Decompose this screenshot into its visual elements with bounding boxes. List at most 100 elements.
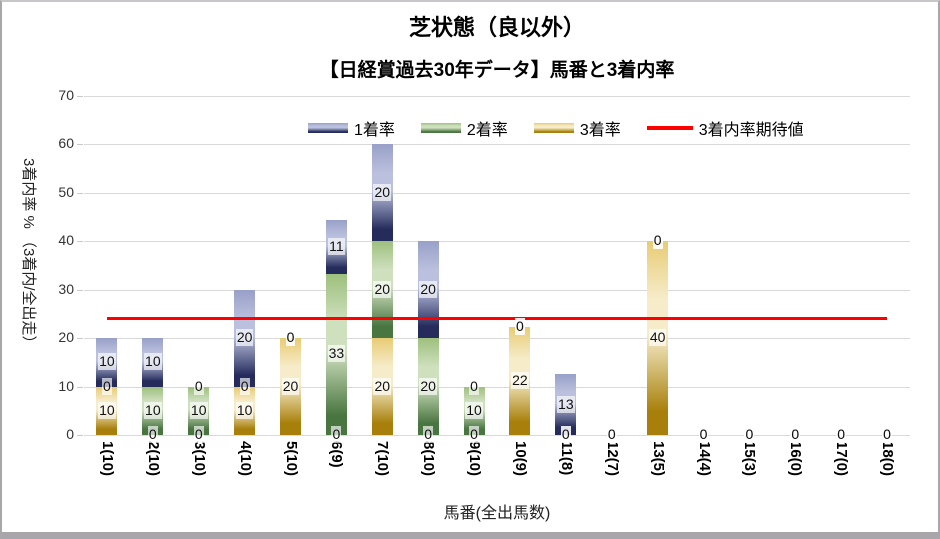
data-label-win: 0 — [775, 426, 815, 443]
legend-label-third-rate: 3着率 — [579, 122, 621, 139]
gridline — [84, 435, 910, 436]
y-tick-mark — [77, 338, 83, 339]
data-label-text: 22 — [511, 372, 529, 390]
data-label-win: 0 — [454, 377, 494, 395]
y-tick-mark — [77, 96, 83, 97]
data-label-win: 10 — [87, 353, 127, 371]
legend-label-expected-line: 3着内率期待値 — [698, 122, 804, 139]
x-category-label: 1(10) — [98, 441, 116, 477]
x-category-label: 18(0) — [879, 441, 897, 477]
data-label-text: 0 — [331, 426, 342, 443]
data-label-text: 10 — [189, 401, 208, 419]
chart-title: 芝状態（良以外） — [408, 15, 585, 40]
second-rate-swatch — [420, 123, 461, 133]
data-label-text: 0 — [882, 426, 892, 443]
data-label-third: 0 — [179, 426, 219, 443]
expected-line-swatch — [646, 126, 693, 130]
third-rate-swatch — [533, 123, 574, 133]
y-tick-mark — [77, 290, 83, 291]
legend-item-expected-line: 3着内率期待値 — [646, 116, 804, 140]
data-label-text: 20 — [419, 280, 437, 298]
y-tick-label: 40 — [58, 232, 74, 248]
data-label-text: 0 — [744, 426, 755, 443]
data-label-win: 11 — [316, 237, 356, 255]
data-label-win: 0 — [821, 426, 861, 443]
data-label-third: 20 — [271, 377, 311, 395]
y-tick-label: 20 — [58, 329, 74, 345]
data-label-text: 20 — [373, 183, 392, 201]
data-label-second: 0 — [225, 377, 265, 395]
data-label-text: 33 — [327, 345, 346, 363]
data-label-text: 0 — [147, 426, 158, 443]
legend: 1着率 2着率 3着率 3着内率期待値 — [308, 116, 804, 140]
data-label-text: 10 — [144, 401, 162, 419]
data-label-second: 20 — [408, 377, 448, 395]
data-label-text: 20 — [281, 377, 300, 395]
x-category-label: 5(10) — [282, 441, 300, 477]
gridline — [84, 144, 910, 145]
x-category-label: 9(10) — [466, 441, 484, 477]
y-tick-mark — [77, 193, 83, 194]
data-label-text: 11 — [328, 237, 345, 255]
data-label-second: 10 — [179, 401, 219, 419]
data-label-text: 10 — [98, 401, 116, 419]
x-category-label: 7(10) — [374, 441, 392, 477]
window-edge-strip — [2, 532, 940, 539]
gridline — [84, 96, 910, 97]
data-label-text: 0 — [652, 232, 663, 250]
data-label-text: 10 — [235, 401, 254, 419]
data-label-third: 0 — [454, 426, 494, 443]
x-category-label: 13(5) — [649, 441, 667, 477]
data-label-text: 0 — [790, 426, 801, 443]
data-label-text: 0 — [836, 426, 847, 443]
data-label-text: 0 — [193, 377, 204, 395]
x-category-label: 3(10) — [190, 441, 208, 477]
data-label-text: 0 — [469, 426, 479, 443]
data-label-win: 0 — [638, 232, 678, 250]
data-label-text: 10 — [98, 353, 116, 371]
data-label-second: 33 — [316, 345, 356, 363]
legend-label-second-rate: 2着率 — [466, 122, 508, 139]
win-rate-swatch — [308, 123, 348, 133]
legend-item-second-rate: 2着率 — [420, 116, 508, 140]
data-label-second: 10 — [454, 401, 494, 419]
legend-label-win-rate: 1着率 — [354, 122, 395, 139]
data-label-text: 0 — [515, 318, 525, 336]
x-category-label: 17(0) — [833, 441, 851, 477]
expected-value-line — [106, 317, 888, 321]
y-tick-label: 70 — [58, 87, 74, 103]
data-label-third: 0 — [316, 426, 356, 443]
data-label-text: 0 — [423, 426, 434, 443]
data-label-text: 13 — [557, 395, 575, 413]
data-label-win: 0 — [271, 329, 311, 347]
x-category-label: 14(4) — [695, 441, 713, 477]
data-label-third: 40 — [638, 329, 678, 347]
data-label-text: 10 — [144, 353, 162, 371]
data-label-text: 0 — [560, 426, 571, 443]
data-label-text: 0 — [606, 426, 617, 443]
gridline — [84, 193, 910, 194]
data-label-win: 0 — [867, 426, 907, 443]
y-tick-label: 60 — [58, 135, 74, 151]
x-category-label: 15(3) — [741, 441, 759, 477]
data-label-win: 0 — [179, 377, 219, 395]
gridline — [84, 241, 910, 242]
data-label-third: 10 — [87, 401, 127, 419]
data-label-third: 20 — [362, 377, 402, 395]
x-category-label: 10(9) — [511, 441, 529, 477]
data-label-win: 20 — [362, 183, 402, 201]
y-tick-mark — [77, 435, 83, 436]
data-label-text: 0 — [285, 329, 296, 347]
data-label-win: 0 — [684, 426, 724, 443]
data-label-second: 0 — [546, 426, 586, 443]
data-label-text: 10 — [465, 401, 483, 419]
x-category-label: 2(10) — [144, 441, 162, 477]
data-label-win: 0 — [729, 426, 769, 443]
y-tick-label: 50 — [58, 184, 74, 200]
data-label-win: 0 — [592, 426, 632, 443]
data-label-third: 0 — [133, 426, 173, 443]
data-label-second: 20 — [362, 280, 402, 298]
y-tick-mark — [77, 387, 83, 388]
data-label-text: 0 — [239, 377, 250, 395]
data-label-second: 0 — [87, 377, 127, 395]
